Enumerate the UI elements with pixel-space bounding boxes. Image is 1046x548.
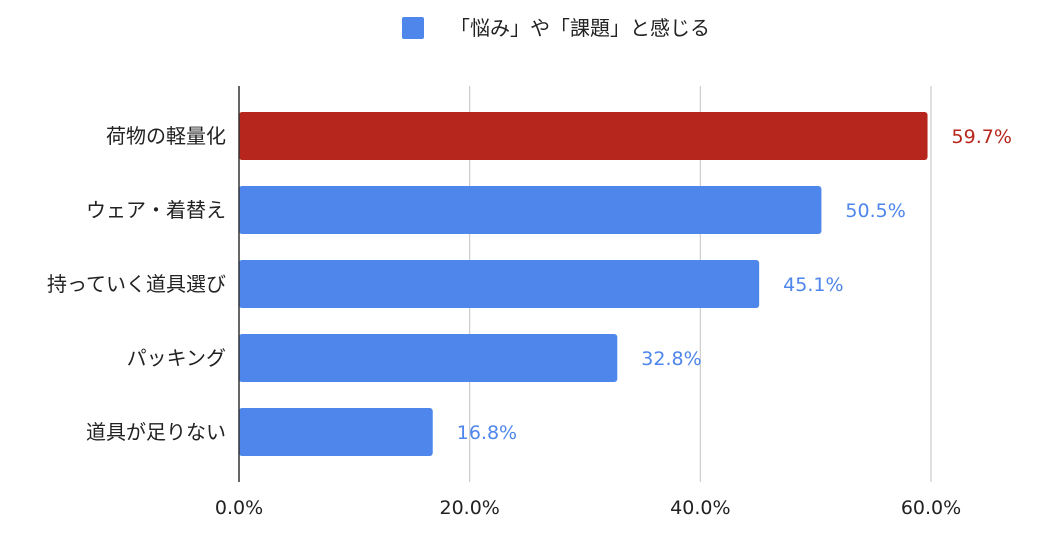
- value-label: 32.8%: [641, 348, 701, 370]
- bar: [239, 260, 760, 308]
- legend-swatch: [402, 17, 424, 39]
- bar: [239, 408, 433, 456]
- x-tick-label: 40.0%: [670, 497, 730, 519]
- legend: 「悩み」や「課題」と感じる: [402, 16, 710, 40]
- x-tick-label: 0.0%: [215, 497, 263, 519]
- value-label: 45.1%: [783, 274, 843, 296]
- x-tick-label: 60.0%: [901, 497, 961, 519]
- bar: [239, 112, 928, 160]
- legend-series-name: 「悩み」や「課題」と感じる: [450, 16, 710, 40]
- category-label: パッキング: [127, 346, 226, 370]
- category-label: 道具が足りない: [86, 420, 226, 444]
- bars: [239, 112, 928, 456]
- value-label: 50.5%: [845, 200, 905, 222]
- x-axis-tick-labels: 0.0% 20.0% 40.0% 60.0%: [215, 497, 961, 519]
- bar: [239, 334, 618, 382]
- category-label: 持っていく道具選び: [47, 272, 226, 296]
- category-label: 荷物の軽量化: [106, 124, 226, 148]
- value-label: 59.7%: [952, 126, 1012, 148]
- x-tick-label: 20.0%: [439, 497, 499, 519]
- value-label: 16.8%: [457, 422, 517, 444]
- category-label: ウェア・着替え: [86, 198, 226, 222]
- value-labels: 59.7% 50.5% 45.1% 32.8% 16.8%: [457, 126, 1012, 444]
- bar: [239, 186, 822, 234]
